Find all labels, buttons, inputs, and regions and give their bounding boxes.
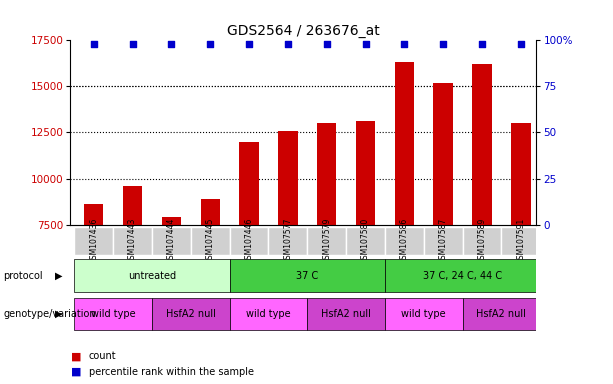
Text: genotype/variation: genotype/variation (3, 309, 96, 319)
Bar (385, 227, 424, 255)
Point (89, 41, 99, 47)
Text: GSM107577: GSM107577 (283, 218, 292, 264)
Bar (356, 121, 375, 225)
Bar (307, 227, 346, 255)
Bar (317, 123, 337, 225)
Point (167, 41, 177, 47)
Bar (239, 142, 259, 225)
Bar (463, 227, 501, 255)
Point (360, 41, 370, 47)
Text: count: count (89, 351, 116, 361)
Text: ■: ■ (70, 351, 81, 361)
Point (128, 41, 137, 47)
Text: ▶: ▶ (55, 309, 62, 319)
Bar (74, 298, 152, 330)
Bar (278, 131, 298, 225)
Bar (230, 227, 268, 255)
Point (438, 41, 448, 47)
Point (477, 41, 487, 47)
Bar (463, 298, 540, 330)
Bar (230, 298, 307, 330)
Text: GSM107579: GSM107579 (322, 218, 331, 264)
Title: GDS2564 / 263676_at: GDS2564 / 263676_at (227, 24, 380, 38)
Bar (472, 64, 492, 225)
Bar (84, 204, 104, 225)
Bar (191, 227, 230, 255)
Bar (268, 227, 307, 255)
Text: GSM107591: GSM107591 (516, 218, 525, 264)
Bar (346, 227, 385, 255)
Text: GSM107446: GSM107446 (245, 218, 254, 264)
Bar (230, 259, 385, 292)
Bar (501, 227, 540, 255)
Point (322, 41, 332, 47)
Text: GSM107587: GSM107587 (439, 218, 447, 264)
Bar (511, 123, 530, 225)
Point (400, 41, 409, 47)
Text: percentile rank within the sample: percentile rank within the sample (89, 367, 254, 377)
Text: wild type: wild type (246, 309, 291, 319)
Point (205, 41, 215, 47)
Text: HsfA2 null: HsfA2 null (476, 309, 527, 319)
Text: ▶: ▶ (55, 270, 62, 281)
Bar (113, 227, 152, 255)
Bar (74, 227, 113, 255)
Text: wild type: wild type (402, 309, 446, 319)
Text: GSM107580: GSM107580 (361, 218, 370, 264)
Bar (395, 63, 414, 225)
Point (244, 41, 254, 47)
Bar (152, 298, 230, 330)
Bar (162, 217, 181, 225)
Text: GSM107443: GSM107443 (128, 218, 137, 264)
Text: HsfA2 null: HsfA2 null (166, 309, 216, 319)
Bar (307, 298, 385, 330)
Bar (433, 83, 453, 225)
Bar (74, 259, 230, 292)
Text: GSM107445: GSM107445 (206, 218, 215, 264)
Text: ■: ■ (70, 367, 81, 377)
Bar (200, 199, 220, 225)
Bar (424, 227, 463, 255)
Text: protocol: protocol (3, 270, 43, 281)
Text: 37 C, 24 C, 44 C: 37 C, 24 C, 44 C (423, 270, 502, 281)
Text: GSM107589: GSM107589 (478, 218, 487, 264)
Point (283, 41, 293, 47)
Text: wild type: wild type (91, 309, 135, 319)
Text: HsfA2 null: HsfA2 null (321, 309, 371, 319)
Bar (152, 227, 191, 255)
Text: GSM107436: GSM107436 (89, 218, 98, 264)
Text: GSM107586: GSM107586 (400, 218, 409, 264)
Point (516, 41, 526, 47)
Bar (123, 186, 142, 225)
Text: GSM107444: GSM107444 (167, 218, 176, 264)
Bar (385, 259, 540, 292)
Text: untreated: untreated (128, 270, 176, 281)
Bar (385, 298, 463, 330)
Text: 37 C: 37 C (296, 270, 318, 281)
